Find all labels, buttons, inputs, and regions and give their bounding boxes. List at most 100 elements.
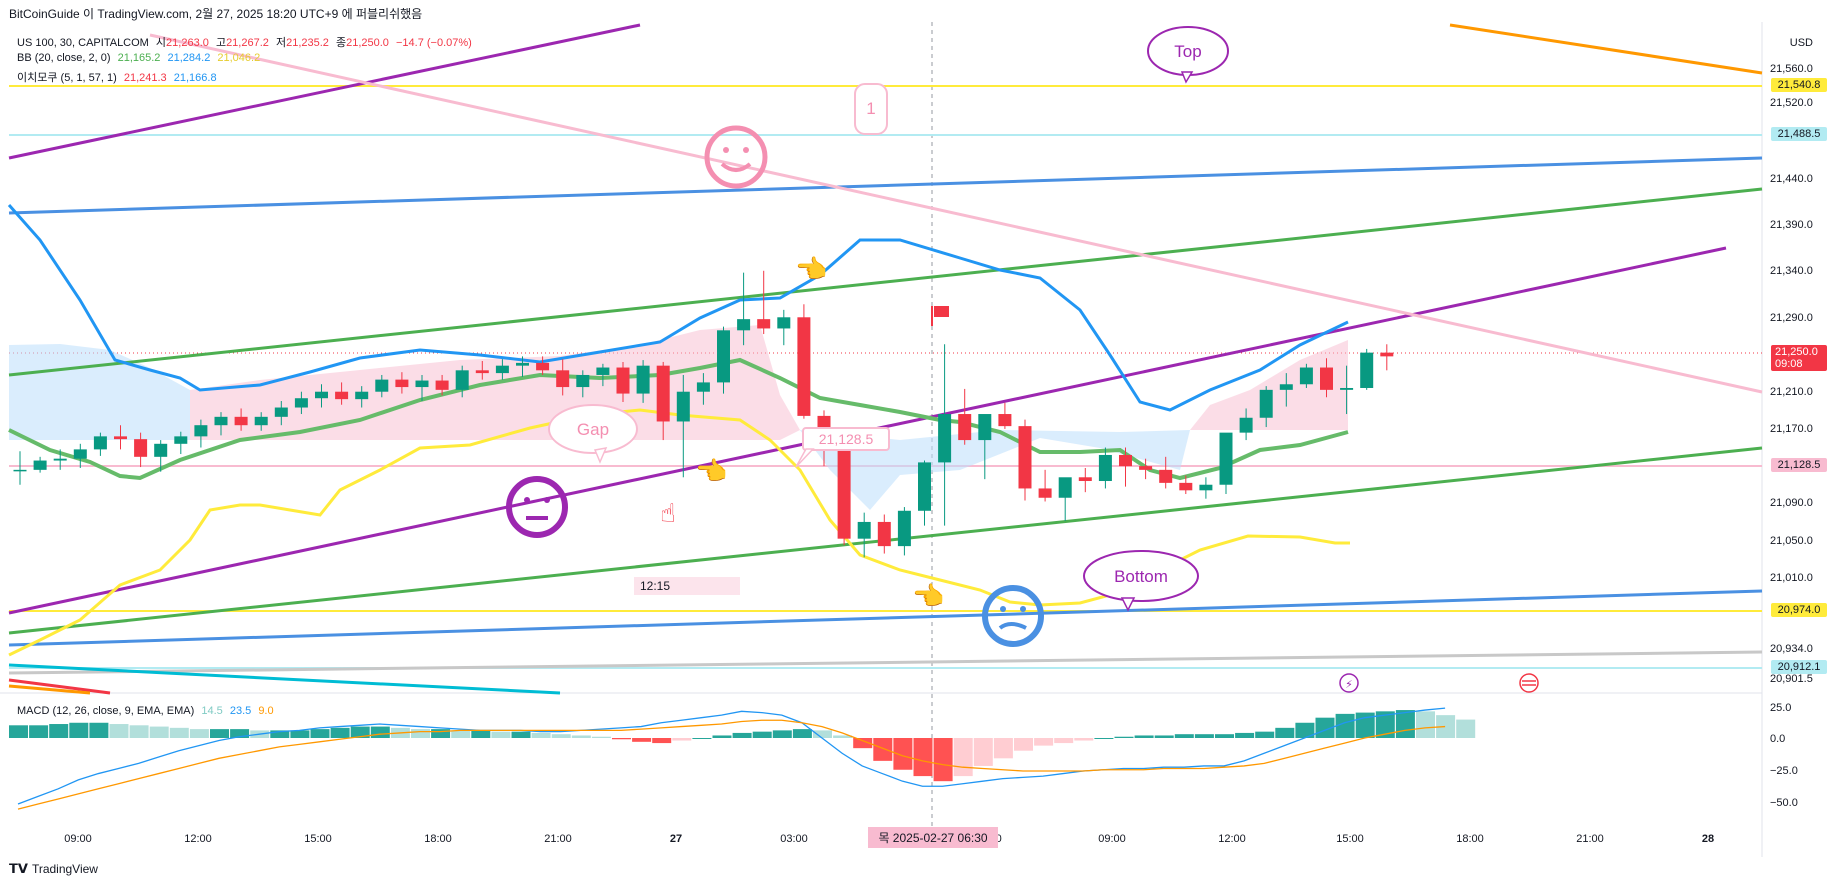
macd-signal-line (17, 719, 1446, 810)
macd-histogram-bar (1074, 738, 1094, 741)
candle-body (415, 380, 429, 388)
candlestick-series (13, 270, 1394, 558)
macd-histogram-bar (672, 738, 692, 741)
candle-body (194, 425, 208, 437)
macd-histogram-bar (571, 735, 591, 738)
macd-histogram-bar (330, 727, 350, 738)
time-tick-label: 09:00 (64, 833, 92, 845)
candle-body (1159, 469, 1173, 483)
annotation-price-label: 21,128.5 (795, 427, 890, 468)
candle-body (33, 460, 47, 470)
candle-body (1018, 426, 1032, 489)
annotation-time-note-text: 12:15 (640, 579, 670, 593)
candle-body (1360, 352, 1374, 388)
legend-ichi-b: 21,166.8 (173, 72, 217, 84)
candle-body (1058, 477, 1072, 498)
candle-body (556, 370, 570, 388)
legend-close: 종21,250.0 (335, 37, 389, 49)
candle-body (13, 469, 27, 472)
tradingview-footer[interactable]: 𝗧𝗩 TradingView (9, 861, 98, 877)
legend-open: 시21,263.0 (155, 37, 209, 49)
macd-histogram-bar (69, 722, 89, 738)
candle-body (717, 330, 730, 383)
price-tick-label: 21,440.0 (1770, 173, 1813, 185)
candle-body (114, 436, 127, 440)
price-tick-label: 20,901.5 (1770, 673, 1813, 685)
price-tick-label: 21,010.0 (1770, 572, 1813, 584)
time-tick-label: 03:00 (780, 833, 808, 845)
macd-histogram-bar (1134, 735, 1154, 738)
candle-body (1340, 387, 1354, 390)
macd-histogram-bar (1335, 713, 1355, 738)
legend-change: −14.7 (−0.07%) (395, 37, 472, 49)
macd-histogram-bar (310, 729, 330, 738)
macd-histogram-bar (451, 730, 471, 738)
candle-body (1279, 384, 1293, 390)
trendline-purple-top (8, 23, 641, 160)
time-tick-label: 27 (670, 833, 682, 845)
macd-histogram-bar (290, 730, 310, 738)
macd-tick-label: 25.0 (1770, 702, 1791, 714)
macd-histogram-bar (169, 727, 189, 738)
price-tag-20912: 20,912.1 (1771, 660, 1827, 674)
candle-body (355, 391, 369, 400)
legend-low: 저21,235.2 (275, 37, 329, 49)
candle-body (1320, 367, 1333, 390)
us-flag-event-icon (1519, 673, 1539, 693)
legend-ichi-a: 21,241.3 (123, 72, 167, 84)
trendline-orange (1449, 23, 1763, 75)
macd-histogram-bar (792, 729, 812, 738)
macd-histogram-bar (1174, 734, 1194, 738)
price-tick-label: 21,090.0 (1770, 497, 1813, 509)
price-tick-label: 21,050.0 (1770, 535, 1813, 547)
macd-histogram-bar (531, 732, 551, 738)
macd-histogram-bar (1154, 735, 1174, 738)
legend-macd-signal: 9.0 (258, 705, 274, 717)
candle-body (616, 367, 630, 394)
candle-body (274, 407, 288, 417)
candle-body (375, 379, 389, 392)
candle-body (93, 436, 107, 450)
macd-line (17, 707, 1446, 805)
macd-histogram-bar (89, 722, 109, 738)
ichimoku-cloud-pink-2 (1190, 340, 1348, 430)
macd-histogram-bar (1114, 736, 1134, 738)
macd-histogram-bar (471, 730, 491, 738)
annotation-top-bubble: Top (1147, 26, 1229, 84)
svg-text:👈: 👈 (695, 457, 727, 487)
pointing-hand-icon-1: 👈 (795, 255, 827, 285)
candle-body (676, 391, 690, 422)
legend-macd: MACD (12, 26, close, 9, EMA, EMA) 14.5 2… (17, 705, 278, 717)
price-tag-20974: 20,974.0 (1771, 603, 1827, 617)
candle-body (998, 414, 1012, 427)
legend-ichi-name: 이치모쿠 (5, 1, 57, 1) (17, 72, 117, 84)
candle-body (1380, 352, 1394, 357)
macd-histogram-bar (1315, 717, 1335, 738)
legend-bb-lower: 21,046.2 (217, 52, 261, 64)
candle-body (757, 319, 771, 329)
legend-macd-hist: 14.5 (201, 705, 223, 717)
candle-body (134, 439, 148, 457)
legend-symbol: US 100, 30, CAPITALCOM (17, 37, 149, 49)
macd-histogram-bar (1295, 722, 1315, 738)
confused-emoji-icon (982, 585, 1044, 647)
macd-histogram-bar (1375, 711, 1395, 738)
macd-histogram-bar (1416, 711, 1435, 738)
candle-body (576, 374, 590, 388)
candle-body (696, 382, 710, 392)
price-tick-label: 21,340.0 (1770, 265, 1813, 277)
candle-body (516, 362, 529, 366)
macd-histogram-bar (189, 729, 209, 738)
price-axis: 21,560.0 21,520.0 21,440.0 21,390.0 21,340.0… (1770, 63, 1813, 685)
trendline-grey (8, 650, 1763, 675)
macd-histogram-bar (1255, 731, 1275, 738)
macd-histogram-bar (411, 729, 430, 738)
trendline-green-upper (8, 187, 1763, 377)
annotation-one-text: 1 (866, 99, 875, 118)
price-tick-label: 21,170.0 (1770, 423, 1813, 435)
macd-histogram-bar (1034, 738, 1054, 746)
candle-body (395, 379, 409, 388)
price-tag-last: 21,250.0 09:08 (1771, 345, 1827, 371)
flag-icon (931, 306, 949, 326)
